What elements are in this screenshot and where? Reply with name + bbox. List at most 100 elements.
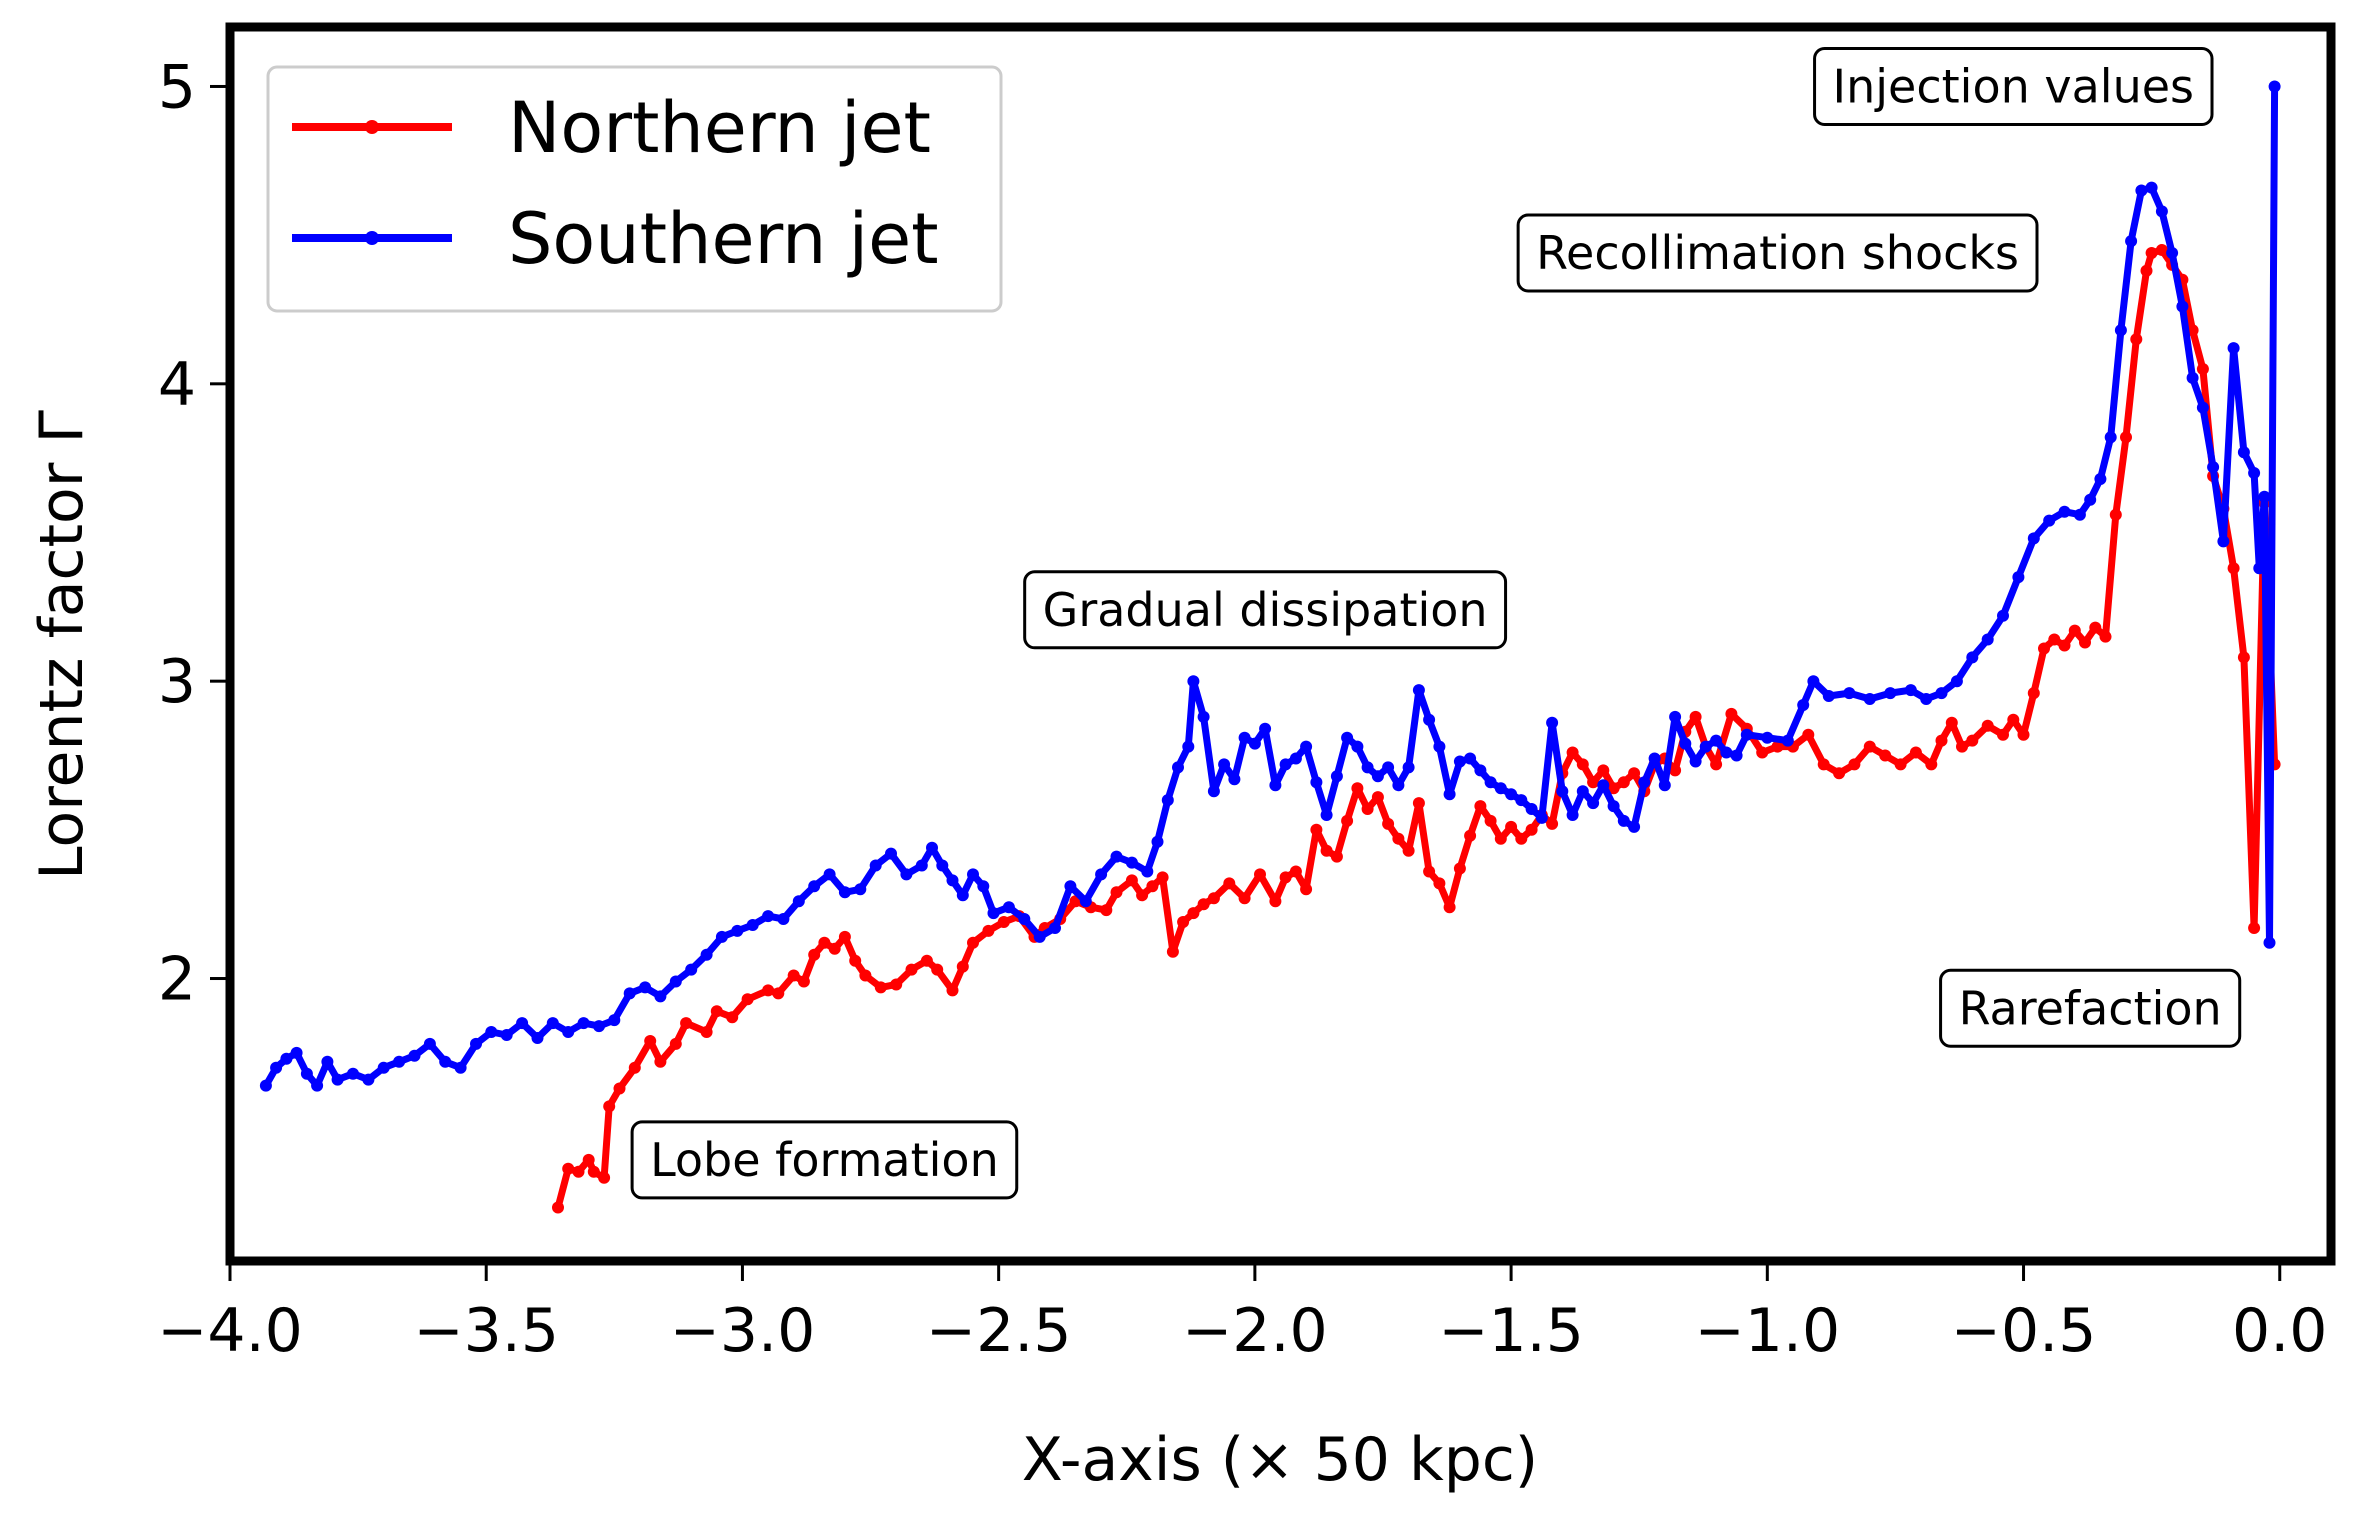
data-point: [1453, 755, 1466, 768]
data-point: [1464, 752, 1477, 765]
data-point: [2038, 642, 2050, 655]
data-point: [1525, 823, 1538, 836]
data-point: [1443, 901, 1456, 914]
data-point: [915, 859, 928, 872]
data-point: [1494, 832, 1507, 845]
legend-label-southern: Southern jet: [508, 198, 939, 280]
data-point: [1904, 684, 1917, 697]
data-point: [977, 880, 990, 893]
data-point: [956, 889, 969, 902]
data-point: [270, 1061, 283, 1074]
data-point: [2145, 247, 2158, 259]
annotation: Rarefaction: [1939, 968, 2242, 1048]
y-axis-title: Lorentz factor Γ: [27, 410, 97, 880]
data-point: [572, 1165, 585, 1178]
data-point: [1110, 886, 1123, 899]
data-point: [997, 916, 1010, 928]
data-point: [1981, 719, 1994, 732]
data-point: [1182, 740, 1195, 753]
data-point: [2268, 80, 2281, 93]
y-axis-ticks: 2 3 4 5: [158, 52, 226, 1015]
data-point: [1474, 764, 1487, 777]
data-point: [2263, 936, 2276, 949]
data-point: [608, 1014, 621, 1027]
data-point: [1228, 773, 1241, 786]
data-point: [1095, 868, 1108, 881]
data-point: [1863, 740, 1876, 753]
data-point: [577, 1017, 590, 1030]
data-point: [1617, 814, 1630, 827]
data-point: [1172, 761, 1184, 774]
data-point: [1587, 776, 1600, 789]
annotation-layer: Injection values Recollimation shocks Grad…: [630, 46, 2242, 1200]
data-point: [2007, 713, 2020, 726]
data-point: [1033, 930, 1046, 943]
data-point: [1587, 797, 1600, 810]
data-point: [1341, 731, 1354, 744]
data-point: [762, 910, 775, 923]
data-point: [669, 1037, 682, 1050]
data-point: [1710, 758, 1723, 771]
series-northern-jet: [552, 244, 2281, 1214]
data-point: [987, 907, 1000, 920]
data-point: [967, 936, 979, 949]
x-tick-label: 0.0: [2232, 1296, 2327, 1366]
data-point: [1382, 817, 1395, 830]
data-point: [280, 1052, 293, 1065]
data-point: [2258, 490, 2271, 503]
data-point: [1125, 856, 1138, 869]
data-point: [593, 1020, 605, 1033]
data-point: [931, 963, 944, 976]
data-point: [1248, 737, 1261, 750]
data-point: [259, 1079, 272, 1092]
data-point: [792, 895, 805, 908]
data-point: [2155, 244, 2168, 256]
data-point: [603, 1100, 616, 1113]
data-point: [1515, 832, 1528, 845]
annotation: Recollimation shocks: [1516, 213, 2039, 293]
data-point: [808, 880, 821, 893]
data-point: [562, 1162, 575, 1175]
data-point: [2217, 535, 2230, 548]
data-point: [2176, 300, 2189, 313]
data-point: [1320, 844, 1333, 857]
data-point: [623, 987, 636, 1000]
data-point: [920, 954, 933, 967]
data-point: [1699, 740, 1712, 753]
data-point: [1566, 746, 1579, 759]
data-point: [2237, 446, 2250, 459]
data-point: [1740, 728, 1753, 741]
data-point: [1756, 746, 1769, 759]
data-point: [1658, 779, 1671, 792]
data-point: [1259, 722, 1272, 735]
x-tick-label: −1.0: [1694, 1296, 1840, 1366]
data-point: [2145, 181, 2158, 194]
data-point: [1833, 767, 1846, 780]
data-point: [1843, 687, 1856, 700]
data-point: [1300, 740, 1313, 753]
data-point: [956, 960, 969, 973]
data-point: [1997, 609, 2009, 622]
data-point: [1781, 734, 1794, 747]
data-point: [1822, 690, 1835, 702]
data-point: [2043, 514, 2056, 527]
data-point: [2237, 651, 2250, 664]
data-point: [1125, 874, 1138, 887]
data-point: [362, 1073, 375, 1086]
data-point: [1669, 710, 1682, 723]
data-point: [1863, 693, 1876, 705]
data-point: [885, 847, 897, 860]
annotation: Injection values: [1813, 46, 2214, 126]
data-point: [1648, 752, 1661, 765]
y-tick-label: 4: [158, 350, 196, 420]
data-point: [1018, 913, 1031, 925]
data-point: [439, 1055, 452, 1068]
y-tick-label: 5: [158, 52, 196, 122]
data-point: [685, 963, 698, 976]
data-point: [2155, 205, 2168, 218]
data-point: [1064, 880, 1077, 893]
data-point: [1166, 945, 1179, 958]
data-point: [408, 1049, 421, 1062]
data-point: [654, 990, 667, 1003]
data-point: [2099, 630, 2112, 643]
